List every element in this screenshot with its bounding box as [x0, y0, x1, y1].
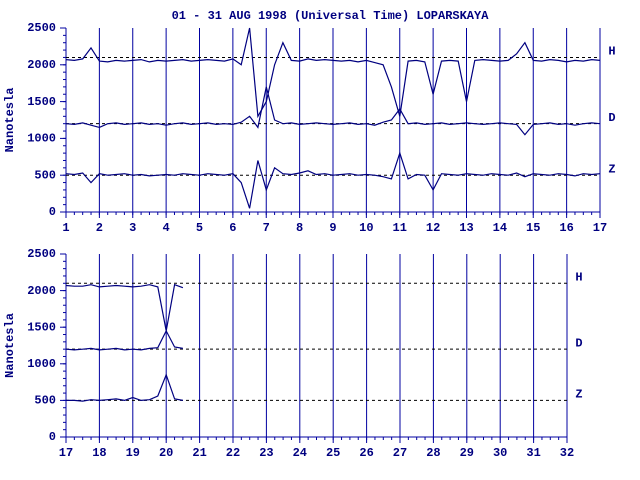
x-tick-label: 18 [92, 446, 106, 460]
chart-title: 01 - 31 AUG 1998 (Universal Time) LOPARS… [172, 9, 490, 23]
y-tick-label: 1500 [27, 95, 56, 109]
y-tick-label: 1000 [27, 357, 56, 371]
x-tick-label: 17 [593, 221, 607, 235]
x-tick-label: 30 [493, 446, 507, 460]
x-tick-label: 20 [159, 446, 173, 460]
series-line [65, 151, 601, 209]
series-label: Z [575, 388, 582, 402]
x-tick-label: 29 [460, 446, 474, 460]
y-tick-label: 1500 [27, 320, 56, 334]
y-tick-label: 500 [34, 168, 56, 182]
x-tick-label: 21 [192, 446, 206, 460]
y-tick-label: 0 [49, 430, 56, 444]
x-tick-label: 1 [62, 221, 69, 235]
x-tick-label: 17 [59, 446, 73, 460]
series-line [65, 283, 184, 332]
x-tick-label: 8 [296, 221, 303, 235]
y-axis-label: Nanotesla [3, 313, 17, 378]
x-tick-label: 16 [559, 221, 573, 235]
series-line [65, 86, 601, 136]
x-tick-label: 23 [259, 446, 273, 460]
x-tick-label: 3 [129, 221, 136, 235]
y-tick-label: 500 [34, 394, 56, 408]
x-tick-label: 24 [293, 446, 307, 460]
x-tick-label: 25 [326, 446, 340, 460]
series-line [65, 329, 183, 351]
x-tick-label: 5 [196, 221, 203, 235]
series-label: D [608, 111, 615, 125]
y-axis-label: Nanotesla [3, 88, 17, 153]
y-tick-label: 2500 [27, 247, 56, 261]
x-tick-label: 22 [226, 446, 240, 460]
x-tick-label: 12 [426, 221, 440, 235]
x-tick-label: 15 [526, 221, 540, 235]
y-tick-label: 2000 [27, 58, 56, 72]
y-tick-label: 0 [49, 205, 56, 219]
x-tick-label: 13 [459, 221, 473, 235]
x-tick-label: 7 [263, 221, 270, 235]
x-tick-label: 19 [126, 446, 140, 460]
x-tick-label: 9 [329, 221, 336, 235]
x-tick-label: 27 [393, 446, 407, 460]
x-tick-label: 28 [426, 446, 440, 460]
x-tick-label: 10 [359, 221, 373, 235]
series-label: Z [608, 162, 615, 176]
x-tick-label: 31 [526, 446, 540, 460]
y-tick-label: 2000 [27, 284, 56, 298]
series-label: H [608, 45, 615, 59]
x-tick-label: 26 [359, 446, 373, 460]
y-tick-label: 2500 [27, 21, 56, 35]
x-tick-label: 4 [163, 221, 170, 235]
series-line [65, 27, 601, 119]
series-line [66, 373, 184, 402]
x-tick-label: 32 [560, 446, 574, 460]
x-tick-label: 2 [96, 221, 103, 235]
x-tick-label: 14 [493, 221, 507, 235]
x-tick-label: 11 [393, 221, 407, 235]
series-label: D [575, 336, 582, 350]
y-tick-label: 1000 [27, 132, 56, 146]
x-tick-label: 6 [229, 221, 236, 235]
series-label: H [575, 270, 582, 284]
